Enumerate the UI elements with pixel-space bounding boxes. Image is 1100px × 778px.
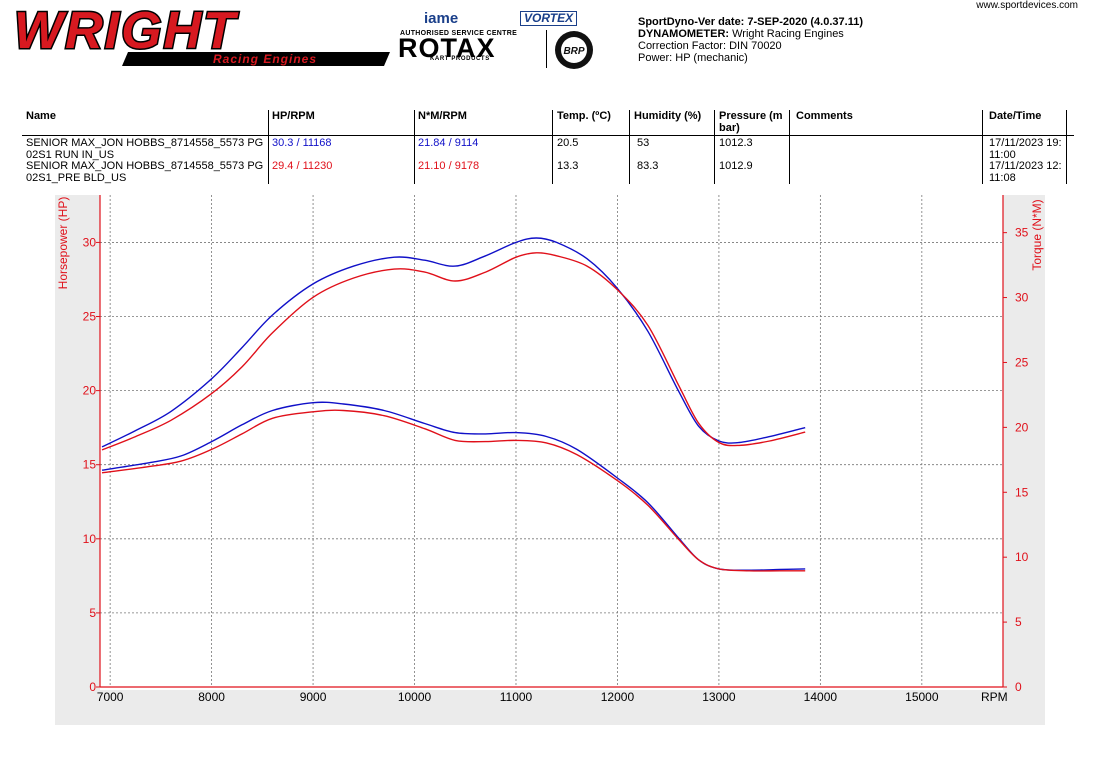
- y-right-tick-label: 35: [1015, 226, 1029, 240]
- brp-logo: BRP: [555, 31, 593, 69]
- y-right-tick-label: 10: [1015, 550, 1029, 564]
- curves: [101, 237, 806, 572]
- x-tick-label: 14000: [804, 690, 838, 704]
- row-nm-rpm: 21.84 / 9114: [418, 137, 479, 149]
- col-header-humidity: Humidity (%): [634, 110, 702, 122]
- col-header-pressure: Pressure (m bar): [719, 110, 783, 134]
- x-tick-label: 9000: [300, 690, 327, 704]
- row-temp: 13.3: [557, 160, 579, 172]
- dynamometer-line: DYNAMOMETER: Wright Racing Engines: [638, 28, 844, 40]
- logo-divider: [546, 30, 547, 68]
- rotax-kart-products-label: KART PRODUCTS: [430, 56, 490, 62]
- col-header-datetime: Date/Time: [989, 110, 1042, 122]
- correction-factor: Correction Factor: DIN 70020: [638, 40, 782, 52]
- row-hp-rpm: 29.4 / 11230: [272, 160, 333, 172]
- y-axis-left-label: Horsepower (HP): [56, 197, 70, 290]
- column-divider: [714, 110, 715, 184]
- dyno-chart-svg: 7000 8000 9000 10000 11000 12000 13000 14000 150…: [56, 195, 1044, 704]
- y-left-tick-label: 30: [83, 235, 97, 249]
- x-tick-label: 12000: [601, 690, 635, 704]
- row-humidity: 83.3: [637, 160, 659, 172]
- y-left-tick-label: 20: [83, 384, 97, 398]
- row-pressure: 1012.3: [719, 137, 753, 149]
- y-right-tick-label: 20: [1015, 420, 1029, 434]
- y-left-tick-label: 15: [83, 458, 97, 472]
- y-left-tick-label: 10: [83, 532, 97, 546]
- axes: [96, 195, 1007, 688]
- x-axis-label: RPM: [981, 690, 1008, 704]
- wright-logo-text: WRIGHT: [14, 6, 239, 60]
- x-tick-label: 11000: [500, 690, 533, 704]
- x-tick-label: 7000: [97, 690, 124, 704]
- col-header-name: Name: [26, 110, 56, 122]
- rotax-logo: ROTAX: [398, 33, 496, 63]
- y-axis-right-label: Torque (N*M): [1030, 199, 1044, 270]
- table-header-divider: [22, 135, 1074, 136]
- col-header-nm-rpm: N*M/RPM: [418, 110, 467, 122]
- y-left-tick-label: 25: [83, 310, 97, 324]
- website-url[interactable]: www.sportdevices.com: [976, 0, 1078, 11]
- row-name: SENIOR MAX_JON HOBBS_8714558_5573 PG 02S…: [26, 160, 264, 184]
- row-pressure: 1012.9: [719, 160, 753, 172]
- vortex-logo: VORTEX: [520, 11, 578, 26]
- dynamometer-value: Wright Racing Engines: [732, 28, 844, 40]
- col-header-hp-rpm: HP/RPM: [272, 110, 315, 122]
- row-temp: 20.5: [557, 137, 579, 149]
- row-datetime: 17/11/2023 19: 11:00: [989, 137, 1062, 161]
- x-tick-label: 13000: [702, 690, 736, 704]
- rotax-service-centre-label: AUTHORISED SERVICE CENTRE: [400, 30, 518, 37]
- version-line: SportDyno-Ver date: 7-SEP-2020 (4.0.37.1…: [638, 16, 863, 28]
- x-tick-label: 15000: [905, 690, 939, 704]
- dynamometer-label: DYNAMOMETER:: [638, 28, 730, 40]
- y-right-tick-label: 5: [1015, 615, 1022, 629]
- column-divider: [414, 110, 415, 184]
- column-divider: [268, 110, 269, 184]
- y-right-tick-label: 0: [1015, 680, 1022, 694]
- wright-logo-subtitle: Racing Engines: [213, 52, 317, 66]
- torque-curve-series-2: [101, 409, 806, 572]
- row-humidity: 53: [637, 137, 650, 149]
- wright-racing-logo: WRIGHT Racing Engines: [8, 6, 398, 68]
- column-divider: [1066, 110, 1067, 184]
- column-divider: [552, 110, 553, 184]
- column-divider: [629, 110, 630, 184]
- power-type: Power: HP (mechanic): [638, 52, 748, 64]
- y-right-tick-label: 30: [1015, 291, 1029, 305]
- y-left-tick-label: 0: [89, 680, 96, 694]
- grid: [100, 195, 1003, 687]
- col-header-temp: Temp. (ºC): [557, 110, 611, 122]
- tick-labels: 7000 8000 9000 10000 11000 12000 13000 14000 150…: [83, 226, 1029, 704]
- col-header-comments: Comments: [796, 110, 853, 122]
- x-tick-label: 10000: [398, 690, 432, 704]
- power-curve-series-1: [101, 237, 806, 448]
- iame-logo: iame: [424, 10, 459, 27]
- row-hp-rpm: 30.3 / 11168: [272, 137, 332, 149]
- row-name: SENIOR MAX_JON HOBBS_8714558_5573 PG 02S…: [26, 137, 264, 161]
- row-nm-rpm: 21.10 / 9178: [418, 160, 480, 172]
- power-curve-series-2: [101, 252, 806, 451]
- column-divider: [789, 110, 790, 184]
- y-left-tick-label: 5: [89, 606, 96, 620]
- brp-logo-text: BRP: [563, 46, 584, 57]
- dyno-chart: 7000 8000 9000 10000 11000 12000 13000 14000 150…: [55, 195, 1045, 725]
- row-datetime: 17/11/2023 12: 11:08: [989, 160, 1062, 184]
- column-divider: [982, 110, 983, 184]
- x-tick-label: 8000: [198, 690, 225, 704]
- plot-area: [100, 195, 1003, 690]
- y-right-tick-label: 25: [1015, 355, 1029, 369]
- y-right-tick-label: 15: [1015, 485, 1029, 499]
